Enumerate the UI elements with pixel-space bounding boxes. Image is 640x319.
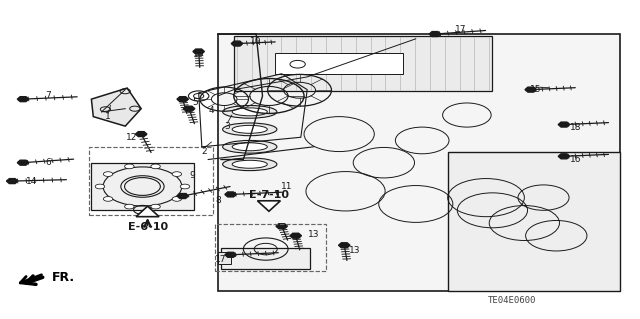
- Polygon shape: [257, 201, 280, 211]
- Text: 7: 7: [45, 92, 51, 100]
- Polygon shape: [6, 179, 18, 183]
- Text: 3: 3: [225, 122, 230, 131]
- Bar: [221, 249, 310, 269]
- Ellipse shape: [223, 140, 277, 153]
- Text: 10: 10: [250, 38, 262, 47]
- Text: FR.: FR.: [52, 271, 75, 284]
- Text: 13: 13: [308, 230, 319, 239]
- Polygon shape: [17, 160, 29, 165]
- Text: 19: 19: [193, 50, 204, 59]
- Bar: [234, 36, 492, 91]
- Circle shape: [172, 172, 182, 176]
- Circle shape: [104, 172, 113, 176]
- Polygon shape: [429, 32, 441, 36]
- Bar: [214, 224, 326, 271]
- Text: TE04E0600: TE04E0600: [488, 296, 536, 305]
- Circle shape: [172, 197, 182, 201]
- Text: 13: 13: [349, 246, 361, 255]
- Polygon shape: [231, 41, 243, 46]
- Text: 2: 2: [201, 147, 207, 156]
- Polygon shape: [193, 49, 204, 54]
- Circle shape: [151, 204, 160, 209]
- Ellipse shape: [232, 125, 268, 133]
- Ellipse shape: [232, 143, 268, 151]
- Text: 9: 9: [189, 171, 195, 180]
- Text: 5: 5: [193, 98, 198, 107]
- Ellipse shape: [223, 106, 277, 118]
- Polygon shape: [183, 106, 195, 111]
- Text: 8: 8: [215, 196, 221, 205]
- FancyBboxPatch shape: [218, 34, 620, 291]
- Polygon shape: [558, 122, 570, 127]
- Text: 14: 14: [26, 177, 37, 186]
- Polygon shape: [177, 194, 188, 198]
- Text: E-6-10: E-6-10: [127, 222, 168, 232]
- Polygon shape: [225, 192, 236, 197]
- Text: 12: 12: [126, 133, 138, 142]
- Ellipse shape: [223, 123, 277, 136]
- Text: 11: 11: [281, 182, 292, 191]
- Bar: [275, 53, 403, 74]
- Text: 17: 17: [215, 255, 227, 264]
- Polygon shape: [17, 97, 29, 102]
- Bar: [218, 252, 230, 264]
- Polygon shape: [92, 88, 141, 126]
- Text: 15: 15: [530, 85, 541, 94]
- Text: 18: 18: [570, 123, 581, 132]
- Circle shape: [125, 204, 134, 209]
- Polygon shape: [290, 233, 301, 238]
- Text: 6: 6: [45, 158, 51, 167]
- Text: 4: 4: [209, 106, 214, 115]
- Circle shape: [180, 184, 189, 189]
- Circle shape: [125, 164, 134, 169]
- Bar: [89, 147, 213, 215]
- Text: 16: 16: [570, 155, 581, 164]
- Polygon shape: [558, 154, 570, 159]
- Bar: [448, 152, 620, 291]
- Text: 1: 1: [105, 112, 111, 121]
- Polygon shape: [136, 206, 159, 217]
- Text: 17: 17: [455, 25, 467, 34]
- Polygon shape: [225, 252, 236, 257]
- Text: E-7-10: E-7-10: [249, 190, 289, 200]
- Polygon shape: [276, 224, 287, 229]
- Polygon shape: [339, 243, 350, 248]
- Bar: [92, 163, 193, 210]
- Polygon shape: [525, 87, 536, 92]
- Circle shape: [151, 164, 160, 169]
- Ellipse shape: [223, 158, 277, 171]
- Polygon shape: [136, 132, 147, 137]
- Circle shape: [104, 197, 113, 201]
- Ellipse shape: [232, 160, 268, 168]
- Polygon shape: [177, 97, 188, 102]
- Circle shape: [95, 184, 105, 189]
- Ellipse shape: [232, 108, 268, 116]
